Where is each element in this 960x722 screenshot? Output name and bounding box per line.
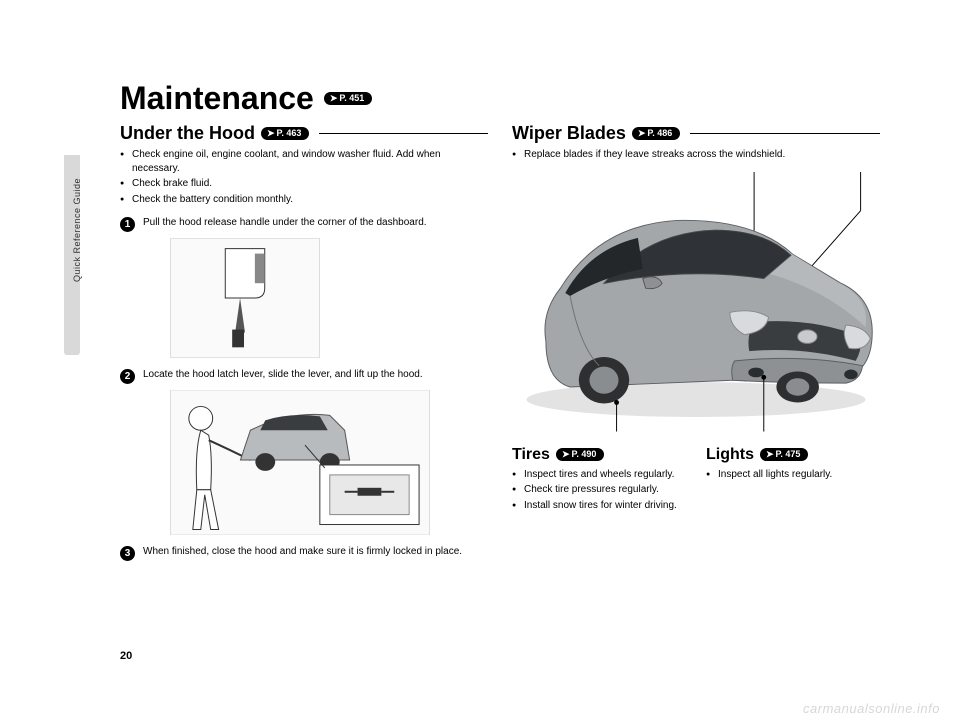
wiper-bullets: Replace blades if they leave streaks acr… bbox=[512, 148, 880, 162]
right-column: Wiper Blades ➤ P. 486 Replace blades if … bbox=[512, 123, 880, 567]
header-rule bbox=[690, 133, 880, 134]
bullet-item: Inspect tires and wheels regularly. bbox=[512, 468, 686, 482]
bullet-item: Check tire pressures regularly. bbox=[512, 483, 686, 497]
lights-page-ref-pill: ➤ P. 475 bbox=[760, 448, 808, 461]
step-number-icon: 2 bbox=[120, 369, 135, 384]
under-hood-bullets: Check engine oil, engine coolant, and wi… bbox=[120, 148, 488, 206]
lights-heading: Lights ➤ P. 475 bbox=[706, 446, 808, 464]
bullet-item: Check brake fluid. bbox=[120, 177, 488, 191]
step-2-text: Locate the hood latch lever, slide the l… bbox=[143, 368, 423, 384]
illustration-hood-latch bbox=[170, 390, 430, 535]
tires-section: Tires ➤ P. 490 Inspect tires and wheels … bbox=[512, 446, 686, 523]
step-2: 2 Locate the hood latch lever, slide the… bbox=[120, 368, 488, 384]
title-page-ref-pill: ➤ P. 451 bbox=[324, 92, 372, 105]
bullet-item: Install snow tires for winter driving. bbox=[512, 499, 686, 513]
vehicle-illustration bbox=[512, 172, 880, 442]
link-arrow-icon: ➤ bbox=[562, 450, 570, 459]
bullet-item: Check engine oil, engine coolant, and wi… bbox=[120, 148, 488, 175]
lights-section: Lights ➤ P. 475 Inspect all lights regul… bbox=[706, 446, 880, 523]
title-page-ref: P. 451 bbox=[339, 94, 364, 103]
tires-page-ref: P. 490 bbox=[572, 450, 597, 459]
under-hood-header: Under the Hood ➤ P. 463 bbox=[120, 123, 488, 144]
two-column-layout: Under the Hood ➤ P. 463 Check engine oil… bbox=[120, 123, 880, 567]
left-column: Under the Hood ➤ P. 463 Check engine oil… bbox=[120, 123, 488, 567]
wiper-heading: Wiper Blades bbox=[512, 123, 626, 144]
under-hood-page-ref: P. 463 bbox=[277, 129, 302, 138]
lower-sections: Tires ➤ P. 490 Inspect tires and wheels … bbox=[512, 446, 880, 523]
title-text: Maintenance bbox=[120, 80, 314, 117]
side-label: Quick Reference Guide bbox=[72, 178, 82, 282]
lights-page-ref: P. 475 bbox=[776, 450, 801, 459]
bullet-item: Replace blades if they leave streaks acr… bbox=[512, 148, 880, 162]
content-area: Maintenance ➤ P. 451 Under the Hood ➤ P.… bbox=[120, 80, 880, 670]
illustration-hood-release bbox=[170, 238, 320, 358]
lights-heading-text: Lights bbox=[706, 446, 754, 464]
wiper-page-ref: P. 486 bbox=[647, 129, 672, 138]
wiper-header: Wiper Blades ➤ P. 486 bbox=[512, 123, 880, 144]
tires-bullets: Inspect tires and wheels regularly. Chec… bbox=[512, 468, 686, 513]
step-1: 1 Pull the hood release handle under the… bbox=[120, 216, 488, 232]
step-1-text: Pull the hood release handle under the c… bbox=[143, 216, 427, 232]
lights-bullets: Inspect all lights regularly. bbox=[706, 468, 880, 482]
link-arrow-icon: ➤ bbox=[267, 129, 275, 138]
manual-page: Quick Reference Guide Maintenance ➤ P. 4… bbox=[80, 80, 900, 670]
page-title: Maintenance ➤ P. 451 bbox=[120, 80, 880, 117]
step-3: 3 When finished, close the hood and make… bbox=[120, 545, 488, 561]
bullet-item: Inspect all lights regularly. bbox=[706, 468, 880, 482]
step-number-icon: 1 bbox=[120, 217, 135, 232]
watermark: carmanualsonline.info bbox=[803, 701, 940, 716]
wiper-page-ref-pill: ➤ P. 486 bbox=[632, 127, 680, 140]
header-rule bbox=[319, 133, 488, 134]
link-arrow-icon: ➤ bbox=[766, 450, 774, 459]
link-arrow-icon: ➤ bbox=[330, 94, 338, 103]
step-3-text: When finished, close the hood and make s… bbox=[143, 545, 462, 561]
minivan-svg bbox=[512, 172, 880, 433]
bullet-item: Check the battery condition monthly. bbox=[120, 193, 488, 207]
step-number-icon: 3 bbox=[120, 546, 135, 561]
under-hood-heading: Under the Hood bbox=[120, 123, 255, 144]
tires-heading: Tires ➤ P. 490 bbox=[512, 446, 604, 464]
link-arrow-icon: ➤ bbox=[638, 129, 646, 138]
page-number: 20 bbox=[120, 650, 132, 662]
under-hood-page-ref-pill: ➤ P. 463 bbox=[261, 127, 309, 140]
tires-page-ref-pill: ➤ P. 490 bbox=[556, 448, 604, 461]
tires-heading-text: Tires bbox=[512, 446, 550, 464]
